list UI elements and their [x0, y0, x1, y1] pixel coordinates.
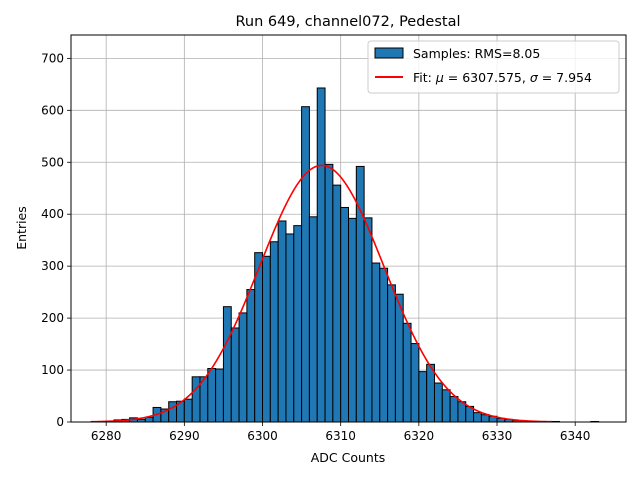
x-tick-label: 6290 — [169, 429, 200, 443]
histogram-bar — [254, 252, 264, 423]
legend-box — [367, 40, 620, 94]
y-tick-label: 700 — [41, 51, 64, 65]
histogram-bar — [269, 241, 279, 423]
histogram-bar — [441, 389, 451, 423]
histogram-bar — [316, 87, 326, 423]
plot-frame — [70, 34, 627, 423]
legend-fit-sigma-symbol: σ — [530, 70, 539, 85]
histogram-bar — [238, 312, 248, 423]
histogram-bar — [285, 233, 295, 423]
histogram-bar — [394, 293, 404, 423]
y-tick-label: 600 — [41, 103, 64, 117]
y-tick-label: 500 — [41, 155, 64, 169]
legend-bar-swatch — [374, 47, 404, 59]
histogram-bar — [457, 401, 467, 423]
histogram-bar — [348, 217, 357, 423]
histogram-bar — [371, 262, 381, 423]
x-axis-label: ADC Counts — [311, 450, 386, 465]
histogram-bar — [410, 343, 420, 423]
y-tick-label: 400 — [41, 207, 64, 221]
histogram-bar — [480, 414, 490, 423]
histogram-bar — [183, 398, 193, 423]
histogram-bar — [340, 206, 350, 423]
histogram-bar — [449, 396, 459, 423]
histogram-bar — [433, 382, 443, 423]
y-tick-label: 200 — [41, 311, 64, 325]
x-tick-label: 6340 — [560, 429, 591, 443]
histogram-bar — [230, 327, 240, 423]
x-axis-ticks: 6280 6290 6300 6310 6320 6330 6340 — [91, 422, 591, 443]
histogram-bar — [402, 322, 412, 423]
y-axis-ticks: 0 100 200 300 400 500 600 700 — [41, 51, 71, 429]
histogram-bar — [426, 363, 435, 423]
histogram-bar — [473, 412, 482, 423]
y-tick-label: 300 — [41, 259, 64, 273]
x-tick-label: 6300 — [247, 429, 278, 443]
histogram-bar — [277, 220, 287, 423]
histogram-bar — [215, 368, 224, 423]
x-tick-label: 6280 — [91, 429, 122, 443]
y-tick-label: 0 — [56, 415, 64, 429]
y-tick-label: 100 — [41, 363, 64, 377]
histogram-bar — [387, 284, 396, 423]
histogram-bar — [379, 267, 389, 423]
histogram-bar — [332, 184, 342, 423]
fit-curve — [90, 164, 552, 423]
legend-fit-prefix: Fit: — [413, 70, 436, 85]
legend-fit-mu-symbol: μ — [435, 70, 444, 85]
x-tick-label: 6330 — [482, 429, 513, 443]
histogram-bar — [222, 306, 232, 423]
y-axis-label: Entries — [14, 206, 29, 250]
histogram-bar — [191, 376, 201, 423]
legend: Samples: RMS=8.05 Fit: μ = 6307.575, σ =… — [367, 40, 620, 94]
histogram-bar — [246, 289, 256, 423]
histogram-bar — [363, 217, 373, 423]
histogram-bar — [418, 371, 428, 423]
histogram-bar — [324, 163, 334, 423]
histogram-bar — [308, 216, 318, 423]
legend-fit-label: Fit: μ = 6307.575, σ = 7.954 — [413, 70, 592, 85]
legend-samples-label: Samples: RMS=8.05 — [413, 46, 540, 61]
histogram-bar — [144, 416, 154, 423]
legend-fit-mu-value: = 6307.575, — [444, 70, 530, 85]
histogram-bar — [262, 255, 271, 423]
histogram-bar — [207, 367, 217, 423]
legend-fit-sigma-value: = 7.954 — [538, 70, 592, 85]
histogram-bar — [301, 106, 310, 423]
x-tick-label: 6320 — [404, 429, 435, 443]
histogram-bar — [293, 225, 303, 423]
chart-title: Run 649, channel072, Pedestal — [235, 14, 460, 30]
gaussian-fit — [90, 164, 552, 423]
x-tick-label: 6310 — [325, 429, 356, 443]
histogram-bar — [168, 401, 178, 423]
